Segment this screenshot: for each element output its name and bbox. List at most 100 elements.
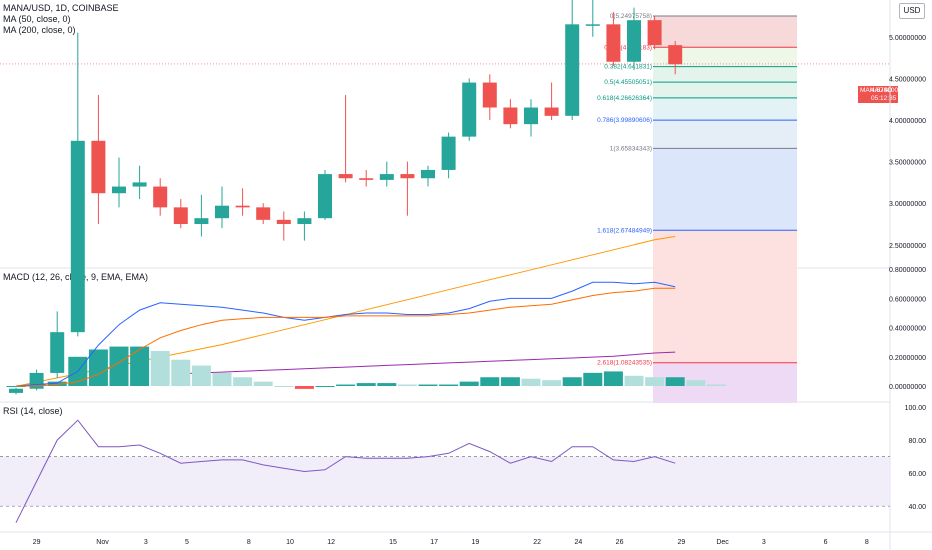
time-axis-label: 15	[389, 539, 397, 546]
price-tag-price: 4.67400000	[871, 87, 906, 94]
time-axis-label: 22	[533, 539, 541, 546]
macd-histogram-bar	[521, 378, 541, 386]
time-axis-label: 26	[616, 539, 624, 546]
macd-histogram-bar	[480, 377, 500, 386]
currency-button[interactable]: USD	[899, 3, 925, 19]
candle-body	[400, 174, 415, 179]
candle-body	[565, 24, 580, 116]
macd-histogram-bar	[47, 381, 67, 386]
fib-level-label: 0.618(4.26626364)	[597, 95, 652, 102]
rsi-line	[15, 419, 676, 523]
price-axis-label: 5.00000000	[889, 35, 926, 42]
fib-zone	[653, 230, 797, 363]
fib-zone	[653, 120, 797, 149]
macd-histogram-bar	[418, 384, 438, 386]
macd-histogram-bar	[336, 384, 356, 386]
candle-body	[91, 140, 106, 194]
candle-body	[173, 207, 188, 224]
macd-histogram-bar	[397, 384, 417, 386]
macd-histogram-bar	[27, 384, 47, 386]
fib-zone	[653, 82, 797, 98]
rsi-axis-label: 80.00	[908, 438, 926, 445]
candle-body	[441, 136, 456, 170]
fib-zone	[653, 148, 797, 231]
candle-body	[482, 82, 497, 108]
macd-histogram-bar	[130, 346, 150, 386]
time-axis-label: 3	[762, 539, 766, 546]
fib-zone	[653, 16, 797, 48]
candle-body	[256, 207, 271, 220]
time-axis-label: 19	[471, 539, 479, 546]
macd-axis-label: 0.80000000	[889, 267, 926, 274]
time-axis-label: 8	[247, 539, 251, 546]
ma200-legend: MA (200, close, 0)	[3, 25, 76, 35]
candle-body	[421, 169, 435, 179]
macd-histogram-bar	[233, 377, 253, 386]
macd-histogram-bar	[562, 377, 582, 386]
macd-histogram-bar	[377, 383, 397, 386]
fib-level-label: 0.382(4.641831)	[604, 64, 652, 71]
last-price-tag: MANAUSD 4.67400000 05:12:35	[858, 86, 905, 103]
macd-histogram-bar	[274, 386, 294, 387]
macd-axis-label: 0.00000000	[889, 384, 926, 391]
candle-body	[318, 174, 332, 219]
candle-body	[585, 24, 600, 26]
time-axis-label: 6	[824, 539, 828, 546]
macd-histogram-bar	[294, 386, 314, 389]
ma200-line	[180, 351, 676, 375]
time-axis-label: 3	[144, 539, 148, 546]
candle-body	[235, 205, 250, 208]
candle-body	[379, 174, 394, 180]
macd-histogram-bar	[315, 386, 335, 387]
macd-histogram-bar	[624, 375, 644, 386]
fib-level-label: 0(5.24975758)	[610, 13, 652, 20]
macd-histogram-bar	[583, 372, 603, 386]
macd-histogram-bar	[645, 377, 665, 386]
time-axis-label: 12	[327, 539, 335, 546]
macd-histogram-bar	[191, 365, 211, 386]
price-tag-countdown: 05:12:35	[871, 95, 897, 102]
macd-histogram-bar	[665, 377, 685, 386]
time-axis-label: 29	[33, 539, 41, 546]
macd-histogram-bar	[88, 349, 108, 386]
candle-body	[297, 218, 312, 224]
time-axis-label: 8	[865, 539, 869, 546]
macd-line	[15, 281, 676, 387]
time-axis-label: Dec	[716, 539, 729, 546]
candle-body	[503, 107, 518, 125]
candle-body	[276, 219, 291, 224]
rsi-axis-label: 60.00	[908, 471, 926, 478]
macd-histogram-bar	[150, 350, 170, 386]
time-axis-label: 17	[430, 539, 438, 546]
chart-legend: MANA/USD, 1D, COINBASE MA (50, close, 0)…	[3, 3, 119, 36]
candle-body	[606, 24, 621, 62]
candle-body	[524, 107, 538, 125]
macd-histogram-bar	[109, 346, 129, 386]
macd-histogram-bar	[603, 371, 623, 386]
time-axis-label: 24	[574, 539, 582, 546]
candle-body	[544, 107, 559, 116]
macd-axis-label: 0.20000000	[889, 355, 926, 362]
candle-body	[153, 186, 168, 208]
price-axis-label: 4.00000000	[889, 118, 926, 125]
macd-histogram-bar	[459, 381, 479, 386]
macd-histogram-bar	[212, 372, 232, 386]
fib-zone	[653, 47, 797, 67]
time-axis-label: 10	[286, 539, 294, 546]
candle-body	[338, 174, 353, 179]
macd-histogram-bar	[439, 384, 459, 386]
time-axis-label: 5	[185, 539, 189, 546]
price-axis-label: 3.00000000	[889, 201, 926, 208]
candle-body	[194, 218, 209, 224]
candle-body	[359, 178, 374, 180]
candle-body	[132, 182, 147, 187]
price-tag-symbol: MANAUSD	[860, 87, 893, 94]
fib-level-label: 1(3.65834343)	[610, 145, 652, 152]
symbol-title: MANA/USD, 1D, COINBASE	[3, 3, 119, 13]
macd-histogram-bar	[356, 383, 376, 386]
rsi-axis-label: 40.00	[908, 504, 926, 511]
ma50-legend: MA (50, close, 0)	[3, 14, 71, 24]
macd-histogram-bar	[542, 380, 562, 386]
macd-histogram-bar	[253, 381, 273, 386]
